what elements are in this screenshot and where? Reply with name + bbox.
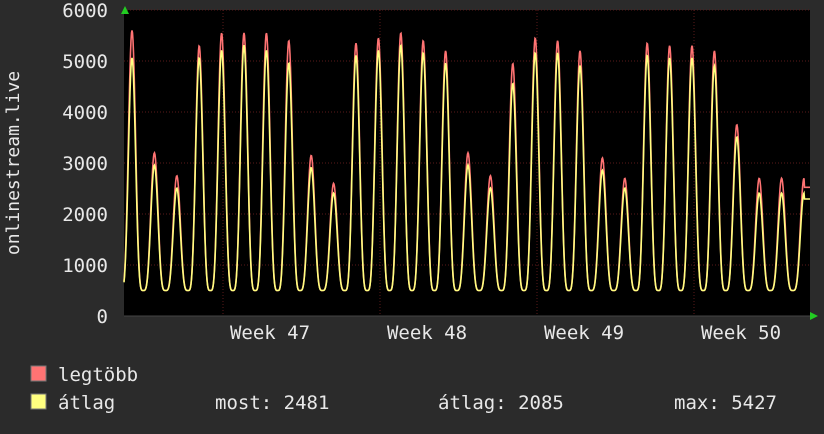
- y-tick-label: 5000: [62, 51, 108, 73]
- stat-current: most: 2481: [215, 392, 329, 414]
- y-tick-label: 3000: [62, 153, 108, 175]
- x-tick-label: Week 50: [701, 322, 781, 344]
- stat-maximum: max: 5427: [674, 392, 777, 414]
- x-axis-arrow-icon: [810, 312, 818, 320]
- y-axis-label: onlinestream.live: [3, 71, 24, 255]
- x-axis-ticks: Week 47 Week 48 Week 49 Week 50: [230, 322, 781, 344]
- stat-average: átlag: 2085: [438, 392, 564, 414]
- y-tick-label: 1000: [62, 255, 108, 277]
- y-tick-label: 6000: [62, 0, 108, 22]
- y-tick-label: 0: [97, 306, 108, 328]
- y-tick-label: 4000: [62, 102, 108, 124]
- y-axis-ticks: 0 1000 2000 3000 4000 5000 6000: [62, 0, 108, 328]
- y-tick-label: 2000: [62, 204, 108, 226]
- x-tick-label: Week 49: [544, 322, 624, 344]
- legend-swatch-avg: [30, 393, 47, 410]
- x-tick-label: Week 47: [230, 322, 310, 344]
- stats: most: 2481 átlag: 2085 max: 5427: [215, 392, 777, 414]
- legend-label-max: legtöbb: [58, 364, 138, 386]
- y-axis-arrow-icon: [121, 6, 129, 14]
- legend-label-avg: átlag: [58, 392, 115, 414]
- legend: legtöbb átlag: [30, 364, 138, 414]
- series-line-avg: [123, 43, 810, 292]
- legend-swatch-max: [30, 365, 47, 382]
- x-tick-label: Week 48: [387, 322, 467, 344]
